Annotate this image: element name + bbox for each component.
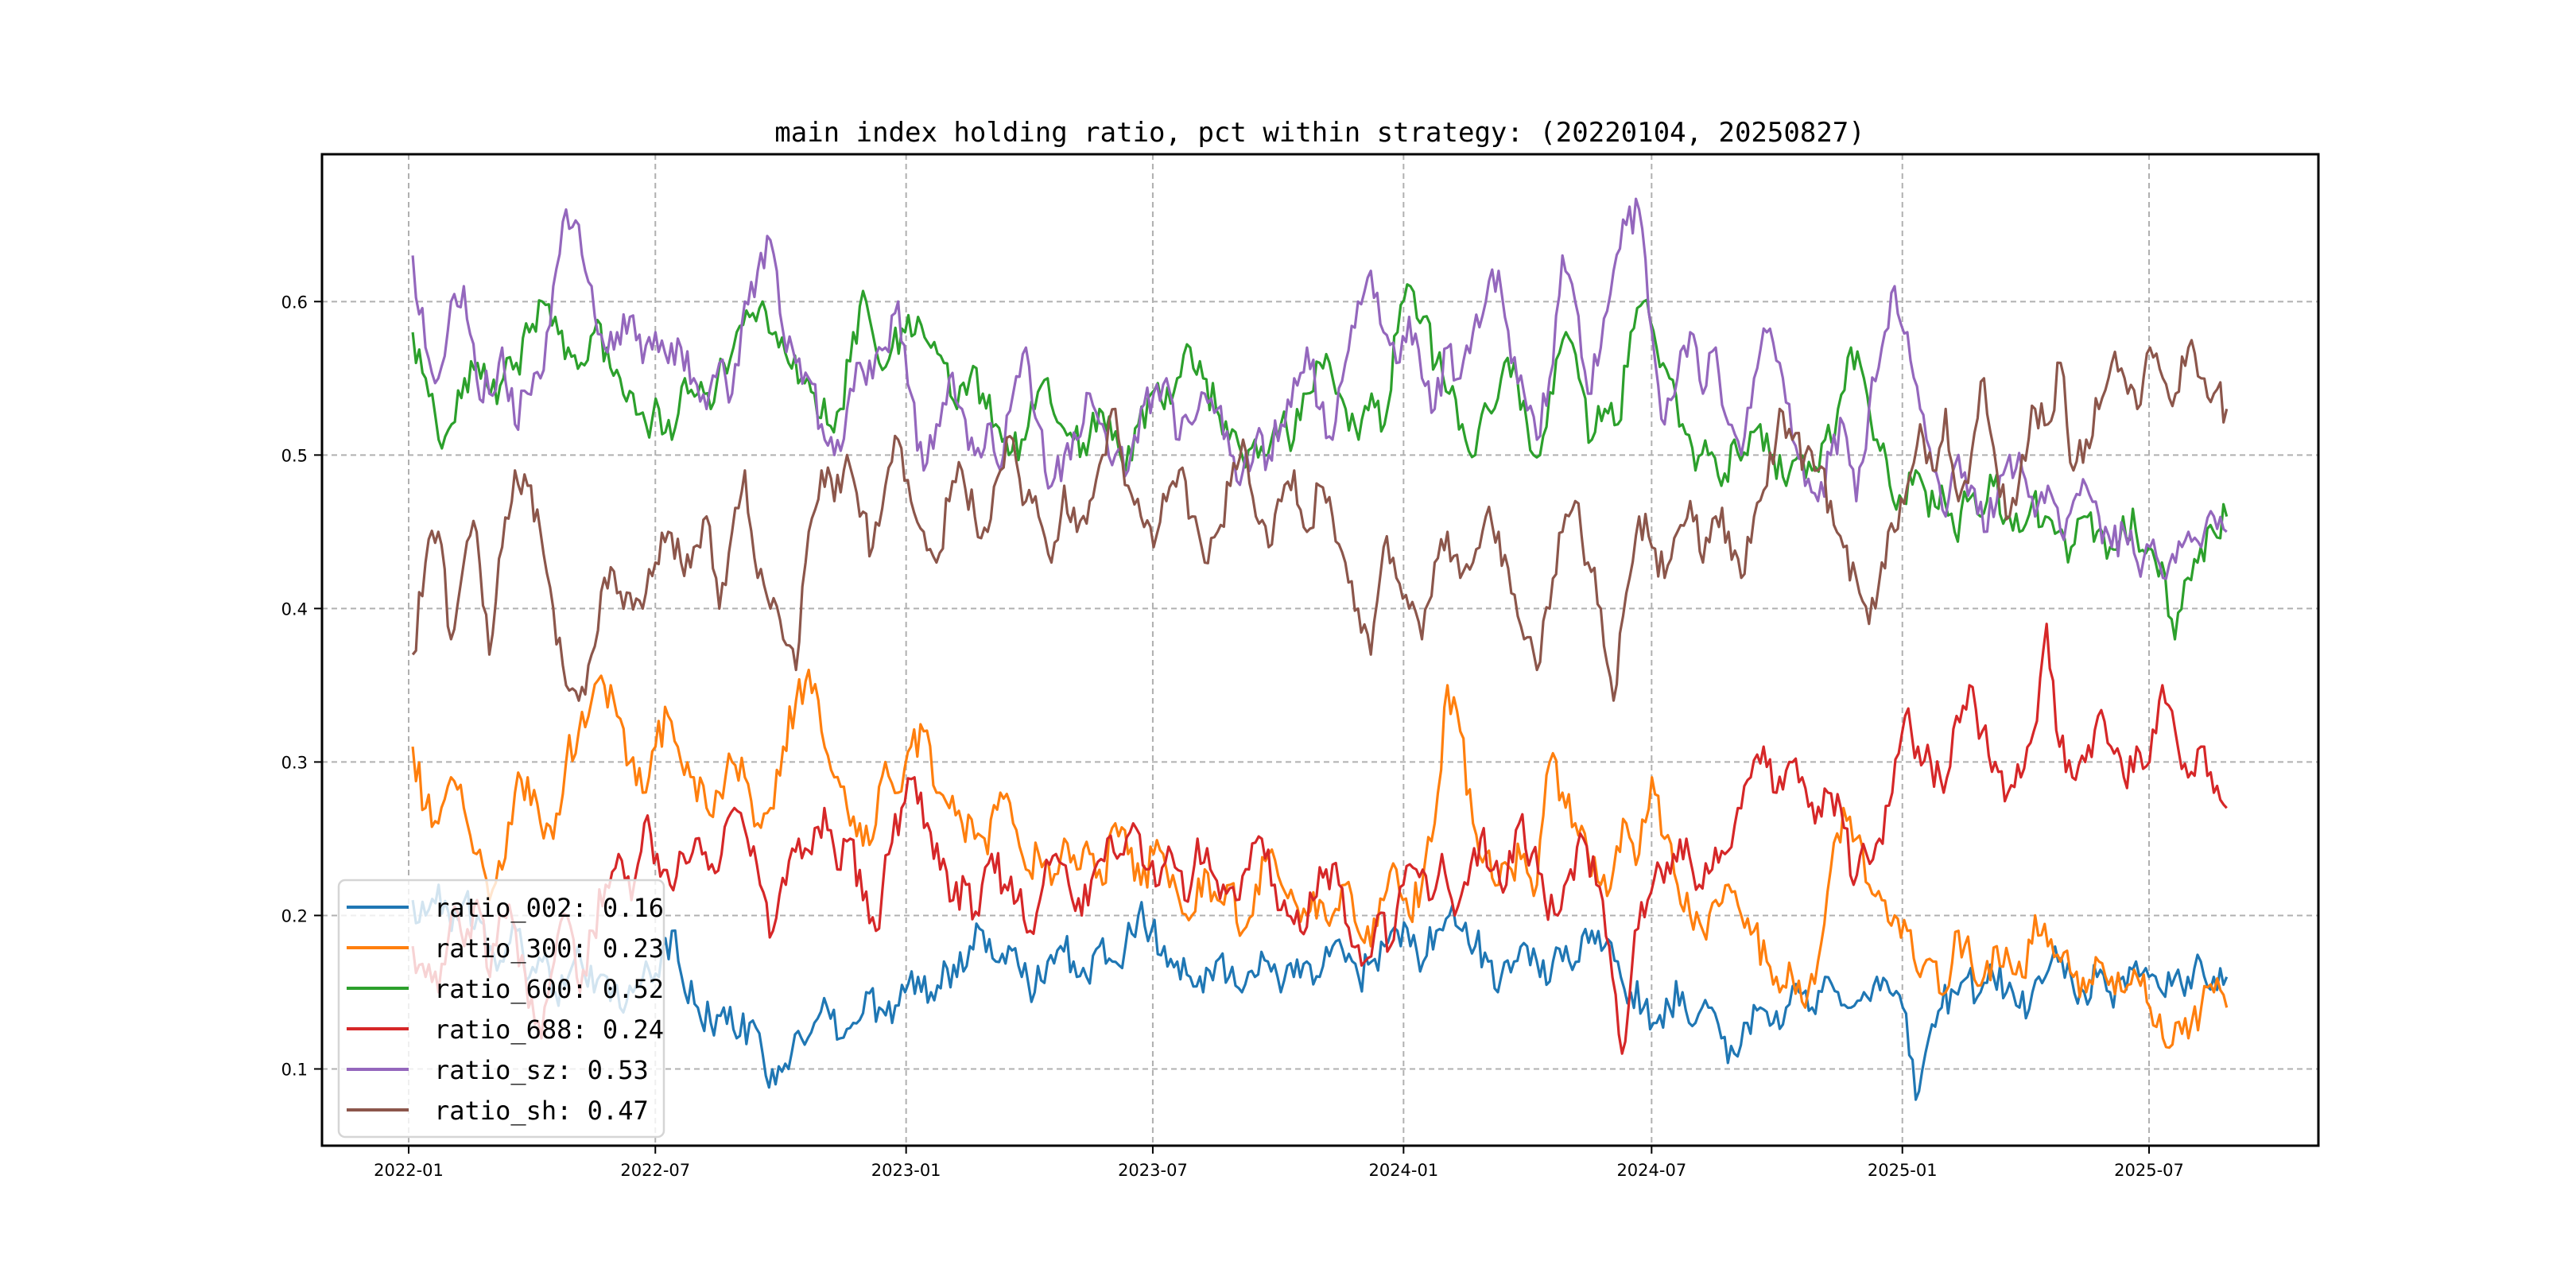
series-line-ratio-600: [411, 283, 2229, 641]
legend-label: ratio_002: 0.16: [434, 893, 664, 923]
x-tick-label: 2022-07: [620, 1161, 690, 1180]
y-tick-label: 0.4: [281, 599, 308, 619]
legend: ratio_002: 0.16 ratio_300: 0.23 ratio_600:…: [337, 879, 665, 1139]
series-line-ratio-sh: [411, 339, 2229, 702]
plot-frame: [320, 153, 2320, 1147]
y-tick-label: 0.1: [281, 1060, 308, 1079]
chart-title: main index holding ratio, pct within str…: [774, 117, 1864, 149]
y-axis: 0.1 0.2 0.3 0.4 0.5 0.6: [281, 293, 322, 1079]
x-tick-label: 2025-01: [1868, 1161, 1938, 1180]
x-tick-label: 2024-01: [1368, 1161, 1438, 1180]
x-tick-label: 2022-01: [374, 1161, 444, 1180]
series-lines: [411, 197, 2229, 1101]
x-tick-label: 2023-07: [1118, 1161, 1188, 1180]
grid-lines: [322, 154, 2318, 1146]
y-tick-label: 0.3: [281, 753, 308, 772]
legend-label: ratio_sz: 0.53: [434, 1055, 649, 1085]
x-axis: 2022-01 2022-07 2023-01 2023-07 2024-01 2024-…: [374, 1146, 2184, 1180]
legend-label: ratio_300: 0.23: [434, 933, 664, 964]
legend-box: [337, 879, 665, 1139]
series-line-ratio-688: [411, 623, 2228, 1055]
y-tick-label: 0.2: [281, 906, 308, 925]
x-tick-label: 2023-01: [871, 1161, 941, 1180]
series-line-ratio-300: [411, 668, 2229, 1049]
y-tick-label: 0.6: [281, 293, 308, 312]
x-tick-label: 2024-07: [1616, 1161, 1686, 1180]
x-tick-label: 2025-07: [2114, 1161, 2184, 1180]
series-line-ratio-sz: [411, 197, 2228, 580]
legend-label: ratio_688: 0.24: [434, 1014, 664, 1045]
y-tick-label: 0.5: [281, 446, 308, 465]
legend-label: ratio_600: 0.52: [434, 974, 664, 1004]
legend-label: ratio_sh: 0.47: [434, 1096, 649, 1126]
series-line-ratio-002: [411, 883, 2229, 1101]
